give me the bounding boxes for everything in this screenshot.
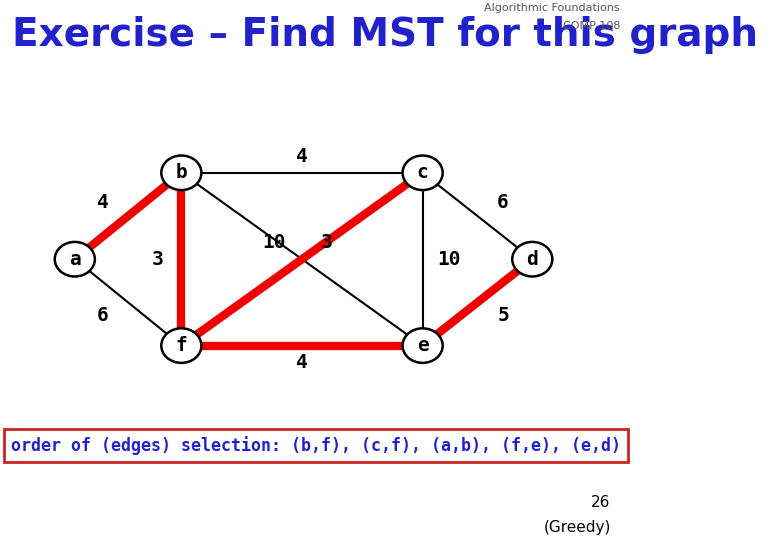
Text: 6: 6 — [497, 193, 509, 212]
Text: 26: 26 — [591, 495, 611, 510]
Circle shape — [402, 156, 443, 190]
Circle shape — [55, 242, 95, 276]
Text: d: d — [526, 249, 538, 269]
Text: c: c — [417, 163, 428, 183]
Text: 4: 4 — [98, 193, 109, 212]
Text: b: b — [176, 163, 187, 183]
Text: f: f — [176, 336, 187, 355]
Text: 5: 5 — [498, 306, 509, 326]
Text: a: a — [69, 249, 80, 269]
Circle shape — [161, 156, 201, 190]
Text: e: e — [417, 336, 428, 355]
Text: (Greedy): (Greedy) — [543, 519, 611, 535]
Text: Exercise – Find MST for this graph: Exercise – Find MST for this graph — [12, 16, 758, 54]
Text: Algorithmic Foundations: Algorithmic Foundations — [484, 3, 620, 13]
Text: order of (edges) selection: (b,f), (c,f), (a,b), (f,e), (e,d): order of (edges) selection: (b,f), (c,f)… — [11, 436, 621, 455]
Text: 3: 3 — [321, 233, 333, 253]
Text: COMP 108: COMP 108 — [562, 21, 620, 31]
Text: 3: 3 — [151, 249, 164, 269]
Text: 4: 4 — [296, 147, 308, 166]
Circle shape — [161, 328, 201, 363]
Text: 10: 10 — [262, 233, 285, 253]
Text: 6: 6 — [98, 306, 109, 326]
Circle shape — [402, 328, 443, 363]
Text: 10: 10 — [438, 249, 461, 269]
Text: 4: 4 — [296, 353, 308, 373]
Circle shape — [512, 242, 552, 276]
